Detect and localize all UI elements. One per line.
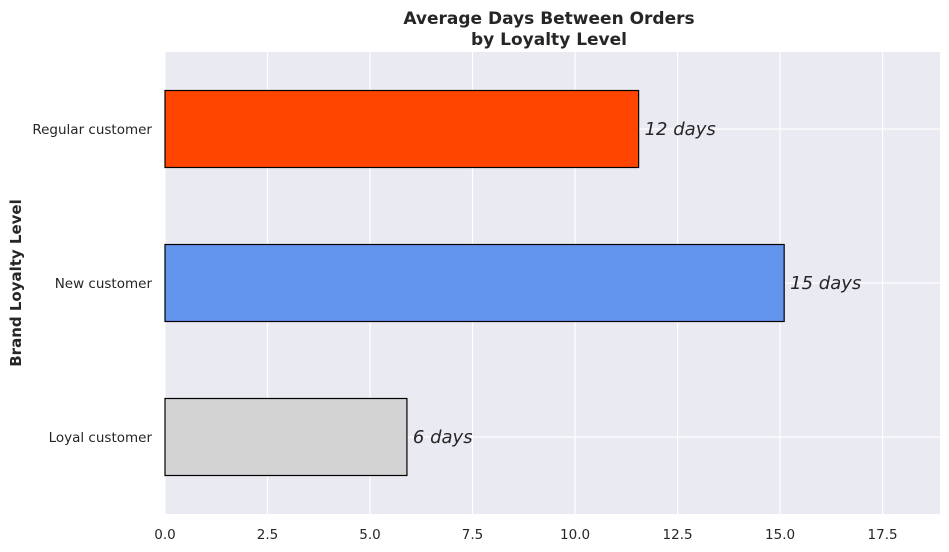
bars [164,89,785,477]
bar-new-customer [164,243,785,323]
bar-loyal-customer [164,397,408,477]
x-tick-label: 15.0 [765,527,795,543]
bar-labels: 6 days 15 days 12 days [413,119,861,448]
bar-value-label: 12 days [645,119,716,140]
chart-title-line-1: Average Days Between Orders [403,9,694,29]
x-tick-label: 10.0 [560,527,590,543]
x-tick-label: 17.5 [868,527,898,543]
y-tick-labels: Loyal customer New customer Regular custom… [32,122,152,446]
y-tick-label: New customer [55,276,153,292]
y-axis-label: Brand Loyalty Level [7,199,25,367]
chart-title-line-2: by Loyalty Level [471,30,627,50]
x-tick-label: 0.0 [154,527,175,543]
x-tick-label: 2.5 [257,527,278,543]
y-tick-label: Regular customer [32,122,152,138]
bar-value-label: 6 days [413,427,473,448]
x-tick-labels: 0.0 2.5 5.0 7.5 10.0 12.5 15.0 17.5 [154,527,897,543]
y-tick-label: Loyal customer [49,430,153,446]
x-tick-label: 7.5 [462,527,483,543]
bar-regular-customer [164,89,640,169]
x-tick-label: 5.0 [359,527,380,543]
bar-value-label: 15 days [790,273,861,294]
x-tick-label: 12.5 [663,527,693,543]
